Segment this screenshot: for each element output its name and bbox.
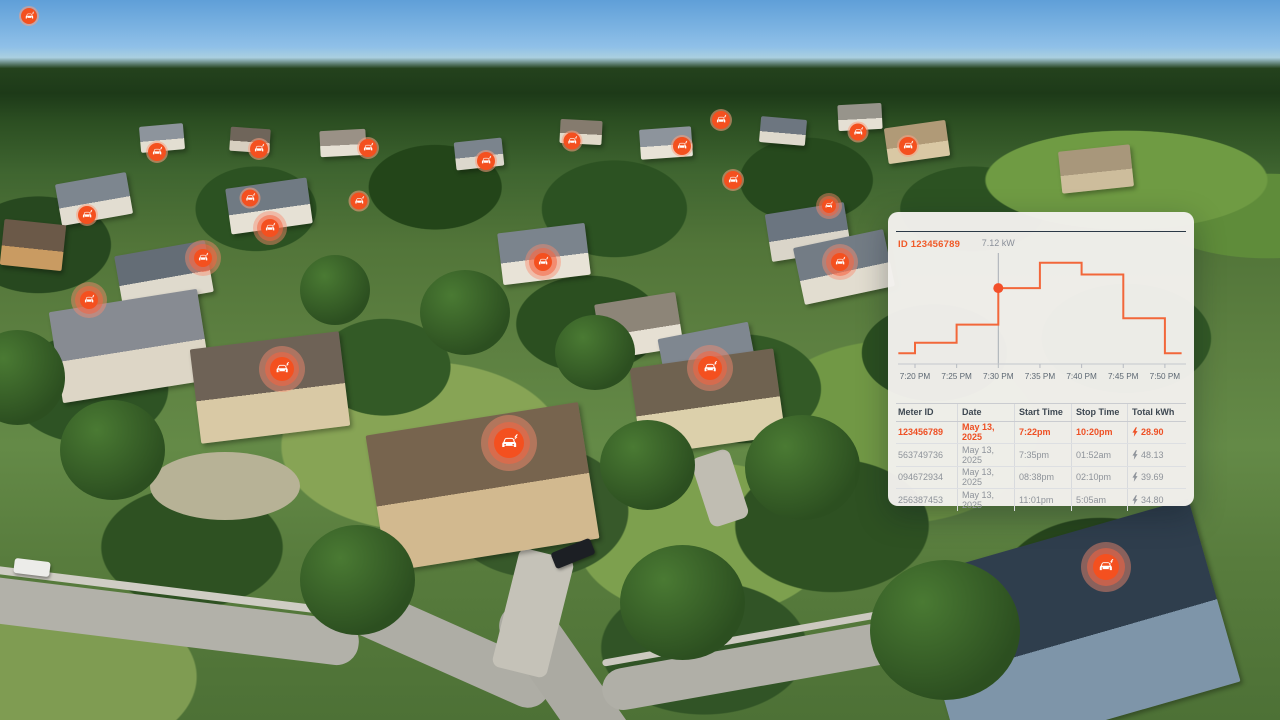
ev-car-icon bbox=[78, 206, 96, 224]
ev-car-icon bbox=[698, 356, 722, 380]
ev-charger-marker[interactable] bbox=[712, 111, 730, 129]
tree-shape bbox=[420, 270, 510, 355]
ev-car-icon bbox=[673, 137, 691, 155]
ev-car-icon bbox=[261, 219, 279, 237]
svg-text:7:45 PM: 7:45 PM bbox=[1108, 372, 1139, 381]
ev-car-icon bbox=[1093, 554, 1119, 580]
tree-shape bbox=[870, 560, 1020, 700]
ev-charger-marker[interactable] bbox=[563, 132, 581, 150]
ev-car-icon bbox=[712, 111, 730, 129]
ev-charger-marker[interactable] bbox=[21, 8, 37, 24]
svg-text:7:50 PM: 7:50 PM bbox=[1150, 372, 1181, 381]
ev-charger-marker[interactable] bbox=[481, 415, 537, 471]
col-header-start-time: Start Time bbox=[1014, 404, 1071, 421]
ev-charger-marker[interactable] bbox=[849, 123, 867, 141]
svg-text:7:40 PM: 7:40 PM bbox=[1066, 372, 1097, 381]
ev-charger-marker[interactable] bbox=[253, 211, 287, 245]
bolt-icon bbox=[1132, 472, 1138, 482]
chart-area: ID 123456789 7.12 kW 7:20 PM 7:25 PM 7:30 … bbox=[888, 232, 1194, 403]
ev-charger-marker[interactable] bbox=[350, 192, 368, 210]
bolt-icon bbox=[1132, 427, 1138, 437]
ev-car-icon bbox=[724, 171, 742, 189]
ev-car-icon bbox=[21, 8, 37, 24]
table-row[interactable]: 563749736 May 13, 2025 7:35pm 01:52am 48… bbox=[896, 443, 1186, 466]
svg-text:7:30 PM: 7:30 PM bbox=[983, 372, 1014, 381]
tree-shape bbox=[555, 315, 635, 390]
ev-car-icon bbox=[270, 357, 294, 381]
ev-car-icon bbox=[494, 428, 524, 458]
ev-charger-marker[interactable] bbox=[525, 244, 561, 280]
table-row[interactable]: 123456789 May 13, 2025 7:22pm 10:20pm 28… bbox=[896, 421, 1186, 443]
ev-car-icon bbox=[350, 192, 368, 210]
ev-car-icon bbox=[194, 249, 212, 267]
ev-charger-marker[interactable] bbox=[241, 189, 259, 207]
table-header-row: Meter ID Date Start Time Stop Time Total… bbox=[896, 404, 1186, 422]
col-header-meter-id: Meter ID bbox=[898, 407, 934, 418]
tree-shape bbox=[745, 415, 860, 520]
sessions-table: Meter ID Date Start Time Stop Time Total… bbox=[896, 403, 1186, 511]
svg-text:7:25 PM: 7:25 PM bbox=[941, 372, 972, 381]
ev-charger-marker[interactable] bbox=[148, 143, 166, 161]
col-header-total-kwh: Total kWh bbox=[1127, 404, 1185, 421]
ev-car-icon bbox=[822, 199, 836, 213]
ev-car-icon bbox=[80, 291, 98, 309]
tree-shape bbox=[300, 525, 415, 635]
power-step-chart[interactable]: 7:20 PM 7:25 PM 7:30 PM 7:35 PM 7:40 PM 7:45 … bbox=[896, 251, 1188, 401]
bolt-icon bbox=[1132, 450, 1138, 460]
ev-charger-marker[interactable] bbox=[250, 140, 268, 158]
col-header-stop-time: Stop Time bbox=[1071, 404, 1127, 421]
ev-car-icon bbox=[148, 143, 166, 161]
ev-car-icon bbox=[534, 253, 552, 271]
ev-charger-marker[interactable] bbox=[673, 137, 691, 155]
ev-charger-marker[interactable] bbox=[816, 193, 842, 219]
svg-text:7:35 PM: 7:35 PM bbox=[1025, 372, 1056, 381]
ev-car-icon bbox=[831, 253, 849, 271]
panel-divider bbox=[896, 231, 1186, 232]
table-row[interactable]: 094672934 May 13, 2025 08:38pm 02:10pm 3… bbox=[896, 465, 1186, 488]
ev-charger-marker[interactable] bbox=[71, 282, 107, 318]
svg-text:7:20 PM: 7:20 PM bbox=[900, 372, 931, 381]
col-header-date: Date bbox=[957, 404, 1014, 421]
panel-top-spacer bbox=[888, 212, 1194, 231]
tree-shape bbox=[60, 400, 165, 500]
ev-car-icon bbox=[250, 140, 268, 158]
ev-charger-marker[interactable] bbox=[259, 346, 305, 392]
ev-charger-marker[interactable] bbox=[359, 139, 377, 157]
meter-id-label: ID 123456789 bbox=[898, 239, 961, 250]
ev-charger-marker[interactable] bbox=[477, 152, 495, 170]
table-body: 123456789 May 13, 2025 7:22pm 10:20pm 28… bbox=[896, 421, 1186, 511]
ev-charger-marker[interactable] bbox=[687, 345, 733, 391]
table-row[interactable]: 256387453 May 13, 2025 11:01pm 5:05am 34… bbox=[896, 488, 1186, 511]
tree-shape bbox=[620, 545, 745, 660]
ev-charger-marker[interactable] bbox=[185, 240, 221, 276]
ev-car-icon bbox=[849, 123, 867, 141]
ev-charger-marker[interactable] bbox=[78, 206, 96, 224]
ev-car-icon bbox=[563, 132, 581, 150]
tree-shape bbox=[300, 255, 370, 325]
chart-tooltip: 7.12 kW bbox=[981, 238, 1015, 248]
ev-car-icon bbox=[899, 137, 917, 155]
ev-charger-marker[interactable] bbox=[1081, 542, 1131, 592]
ev-charger-marker[interactable] bbox=[724, 171, 742, 189]
ev-car-icon bbox=[359, 139, 377, 157]
ev-charger-marker[interactable] bbox=[822, 244, 858, 280]
bolt-icon bbox=[1132, 495, 1138, 505]
tree-shape bbox=[600, 420, 695, 510]
driveway-shape bbox=[150, 452, 300, 520]
ev-charger-marker[interactable] bbox=[899, 137, 917, 155]
ev-car-icon bbox=[477, 152, 495, 170]
ev-car-icon bbox=[241, 189, 259, 207]
ev-session-panel: ID 123456789 7.12 kW 7:20 PM 7:25 PM 7:30 … bbox=[888, 212, 1194, 511]
